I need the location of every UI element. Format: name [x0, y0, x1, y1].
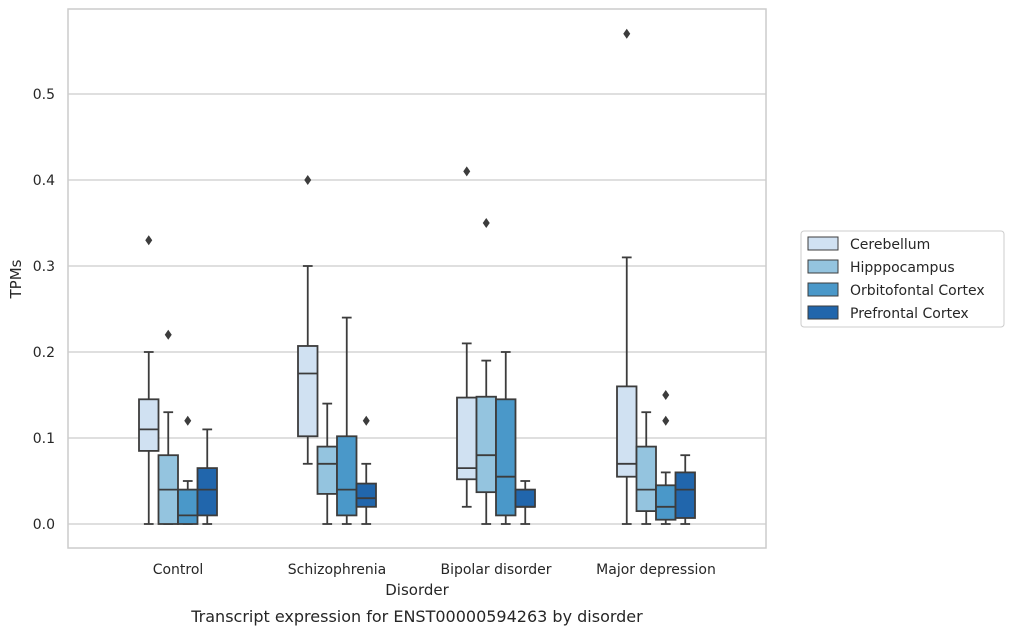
y-tick-label: 0.1	[33, 431, 55, 447]
outlier-point	[463, 166, 471, 177]
x-tick-labels: Control Schizophrenia Bipolar disorder Majo…	[153, 562, 716, 578]
box	[355, 482, 377, 508]
box-group	[655, 390, 677, 525]
box-group	[177, 415, 199, 525]
legend-swatch	[807, 282, 839, 297]
legend-swatch	[807, 259, 839, 274]
box-group	[456, 166, 478, 508]
outlier-point	[304, 175, 312, 185]
legend-label: Prefrontal Cortex	[850, 306, 969, 322]
box	[138, 398, 160, 452]
box	[674, 471, 696, 519]
x-tick-label: Bipolar disorder	[440, 562, 551, 578]
legend-label: Hipppocampus	[850, 260, 955, 276]
outlier-point	[482, 218, 490, 228]
box	[616, 385, 638, 478]
box-group	[355, 415, 377, 525]
box	[336, 435, 358, 517]
plot-area-frame	[67, 8, 767, 549]
box	[196, 467, 218, 517]
box-group	[635, 411, 657, 525]
box	[514, 488, 536, 508]
x-tick-label: Control	[153, 562, 204, 578]
outlier-point	[623, 28, 631, 39]
x-tick-label: Major depression	[596, 562, 716, 578]
box-group	[475, 218, 497, 525]
box	[655, 484, 677, 521]
box	[177, 488, 199, 525]
y-tick-label: 0.4	[33, 173, 55, 189]
box	[635, 445, 657, 513]
outlier-point	[362, 415, 370, 426]
box-group	[196, 428, 218, 525]
legend-swatch	[807, 236, 839, 251]
y-tick-label: 0.2	[33, 345, 55, 361]
box	[297, 345, 319, 438]
legend-label: Orbitofontal Cortex	[850, 283, 985, 299]
box-group	[674, 454, 696, 525]
box-group	[157, 329, 179, 525]
outlier-point	[184, 415, 192, 426]
box-group	[495, 351, 517, 525]
box-group	[316, 402, 338, 525]
y-axis-title: TPMs	[7, 259, 25, 299]
outlier-point	[164, 329, 172, 340]
outlier-point	[662, 390, 670, 400]
box	[456, 396, 478, 481]
legend-items: Cerebellum Hipppocampus Orbitofontal Corte…	[807, 236, 985, 322]
box	[316, 445, 338, 495]
figure-caption: Transcript expression for ENST0000059426…	[190, 607, 643, 626]
box-group	[616, 28, 638, 525]
y-tick-label: 0.0	[33, 517, 55, 533]
y-tick-labels: 0.0 0.1 0.2 0.3 0.4 0.5	[33, 87, 55, 533]
legend-label: Cerebellum	[850, 237, 930, 253]
legend: Cerebellum Hipppocampus Orbitofontal Corte…	[800, 230, 1005, 328]
x-tick-label: Schizophrenia	[288, 562, 386, 578]
box	[495, 398, 517, 517]
outlier-point	[145, 235, 153, 246]
box-group	[514, 480, 536, 525]
box-plots	[138, 28, 696, 525]
legend-swatch	[807, 305, 839, 320]
box	[475, 395, 497, 494]
box-group	[297, 175, 319, 465]
box-group	[138, 235, 160, 525]
y-tick-label: 0.3	[33, 259, 55, 275]
y-tick-label: 0.5	[33, 87, 55, 103]
x-axis-title: Disorder	[385, 581, 449, 599]
legend-frame	[800, 230, 1005, 328]
outlier-point	[662, 415, 670, 426]
box-group	[336, 316, 358, 525]
